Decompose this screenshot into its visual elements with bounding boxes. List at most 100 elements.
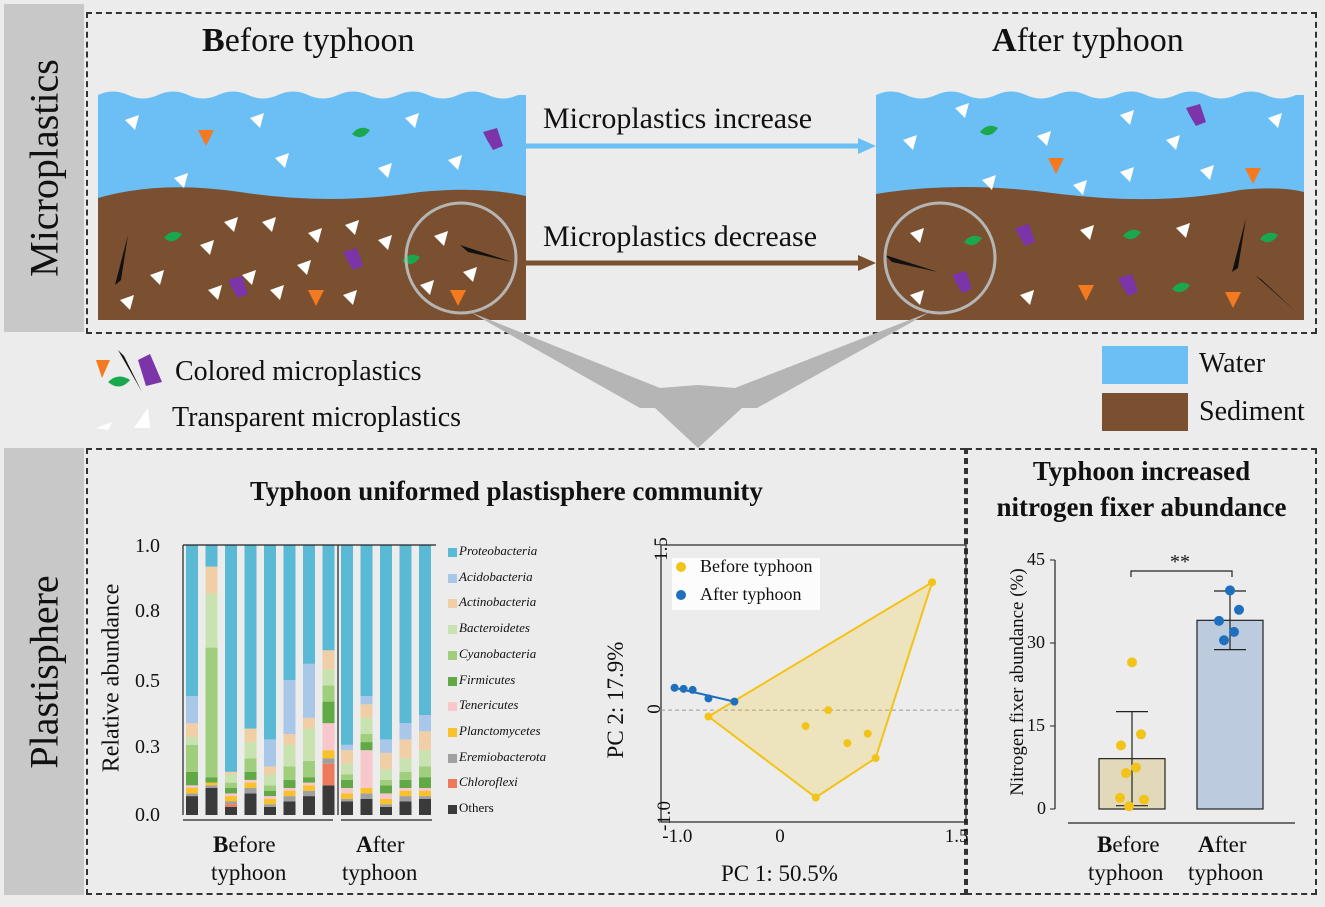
stack-segment-eremiobacterota <box>186 793 198 797</box>
stack-segment-proteobacteria <box>283 545 296 680</box>
stack-segment-others <box>283 801 296 815</box>
fixer-point-0-1 <box>1136 729 1146 740</box>
stack-segment-eremiobacterota <box>303 790 315 797</box>
stack-segment-firmicutes <box>399 779 412 788</box>
stack-segment-planctomycetes <box>205 782 218 786</box>
stack-segment-firmicutes <box>322 701 335 724</box>
stack-segment-others <box>186 796 198 815</box>
stack-segment-actinobacteria <box>283 734 296 745</box>
stack-segment-eremiobacterota <box>419 796 431 799</box>
stack-group-before-line1: Before <box>213 832 276 857</box>
pca-legend-after-marker <box>676 590 686 600</box>
stack-ytick-4: 0.3 <box>135 736 160 758</box>
stack-segment-chloroflexi <box>225 804 237 807</box>
fixer-point-1-3 <box>1229 626 1239 637</box>
fixer-point-0-4 <box>1121 768 1131 779</box>
stack-segment-cyanobacteria <box>360 734 373 743</box>
colored-microplastics-legend: Colored microplastics <box>175 356 422 387</box>
stack-segment-bacteroidetes <box>360 717 373 734</box>
stack-segment-actinobacteria <box>186 723 198 737</box>
stack-segment-bacteroidetes <box>283 744 296 767</box>
stack-segment-acidobacteria <box>419 715 431 732</box>
microplastics-increase-label: Microplastics increase <box>543 102 813 135</box>
stack-segment-proteobacteria <box>322 545 335 651</box>
stack-segment-acidobacteria <box>360 696 373 705</box>
stack-segment-actinobacteria <box>303 717 315 729</box>
legend-swatch-firmicutes <box>448 676 457 686</box>
stack-segment-chloroflexi <box>322 763 335 786</box>
stack-ytick-3: 0.5 <box>135 670 160 692</box>
stack-segment-proteobacteria <box>205 545 218 567</box>
stack-ytick-2: 0.8 <box>135 600 160 622</box>
legend-label-acidobacteria: Acidobacteria <box>459 568 533 584</box>
fixer-ytick-label-1: 15 <box>1027 715 1045 735</box>
fixer-title-line1: Typhoon increased <box>1032 456 1251 486</box>
stack-group-after-line1: After <box>356 832 405 857</box>
pca-point-1-4 <box>730 697 739 706</box>
stack-segment-tenericutes <box>186 785 198 788</box>
stack-segment-firmicutes <box>380 785 392 794</box>
stack-segment-acidobacteria <box>399 723 412 740</box>
stack-segment-cyanobacteria <box>244 758 257 772</box>
legend-label-actinobacteria: Actinobacteria <box>459 594 537 610</box>
pca-xlabel: PC 1: 50.5% <box>721 861 838 886</box>
stack-segment-actinobacteria <box>419 731 431 751</box>
legend-label-firmicutes: Firmicutes <box>459 671 516 687</box>
stack-segment-acidobacteria <box>283 680 296 734</box>
pca-frame <box>660 544 967 823</box>
stack-segment-others <box>360 798 373 815</box>
stack-segment-bacteroidetes <box>419 750 431 767</box>
pca-point-0-7 <box>811 793 820 802</box>
fixer-point-0-5 <box>1115 792 1125 803</box>
stack-segment-firmicutes <box>360 742 373 751</box>
fixer-ytick-label-3: 45 <box>1027 549 1045 569</box>
fixer-point-0-6 <box>1139 794 1149 805</box>
pca-point-0-3 <box>801 722 810 731</box>
stack-segment-proteobacteria <box>380 545 392 740</box>
stack-segment-firmicutes <box>419 777 431 788</box>
stack-segment-firmicutes <box>264 790 276 797</box>
pca-legend-after-label: After typhoon <box>700 584 802 604</box>
stack-segment-firmicutes <box>244 771 257 780</box>
stack-segment-bacteroidetes <box>186 736 198 745</box>
stack-segment-eremiobacterota <box>244 788 257 794</box>
pca-point-1-2 <box>688 685 697 694</box>
stack-segment-tenericutes <box>244 779 257 783</box>
stack-segment-bacteroidetes <box>380 769 392 780</box>
stack-segment-proteobacteria <box>244 545 257 729</box>
fixer-point-0-7 <box>1124 801 1134 812</box>
fixer-point-0-2 <box>1116 740 1126 751</box>
pca-point-0-4 <box>843 739 852 748</box>
stack-segment-bacteroidetes <box>399 758 412 772</box>
stack-segment-tenericutes <box>380 793 392 799</box>
stack-segment-eremiobacterota <box>341 798 353 802</box>
legend-label-proteobacteria: Proteobacteria <box>459 543 538 558</box>
fixer-point-0-0 <box>1127 657 1137 668</box>
stack-segment-firmicutes <box>186 771 198 786</box>
stack-segment-cyanobacteria <box>419 766 431 778</box>
stack-segment-tenericutes <box>283 788 296 791</box>
pca-point-0-1 <box>704 712 713 721</box>
stack-segment-acidobacteria <box>264 739 276 767</box>
legend-swatch-chloroflexi <box>448 779 457 789</box>
fixer-title-line2: nitrogen fixer abundance <box>996 492 1287 522</box>
stack-group-before-line2: typhoon <box>211 860 287 885</box>
stack-segment-cyanobacteria <box>399 771 412 780</box>
stack-segment-cyanobacteria <box>264 785 276 791</box>
stack-segment-firmicutes <box>283 779 296 788</box>
legend-swatch-others <box>448 805 457 814</box>
microplastics-panel <box>86 12 1317 334</box>
pca-point-0-5 <box>863 729 872 738</box>
legend-label-others: Others <box>459 800 494 815</box>
fixer-point-0-3 <box>1131 762 1141 773</box>
legend-swatch-proteobacteria <box>448 548 457 557</box>
stack-segment-cyanobacteria <box>322 685 335 702</box>
stack-segment-firmicutes <box>225 788 237 794</box>
stack-segment-proteobacteria <box>303 545 315 664</box>
stack-segment-others <box>341 801 353 815</box>
stack-segment-actinobacteria <box>360 704 373 718</box>
stack-segment-tenericutes <box>264 796 276 799</box>
stack-segment-cyanobacteria <box>341 774 353 780</box>
pca-xtick-1: 0 <box>775 826 785 847</box>
